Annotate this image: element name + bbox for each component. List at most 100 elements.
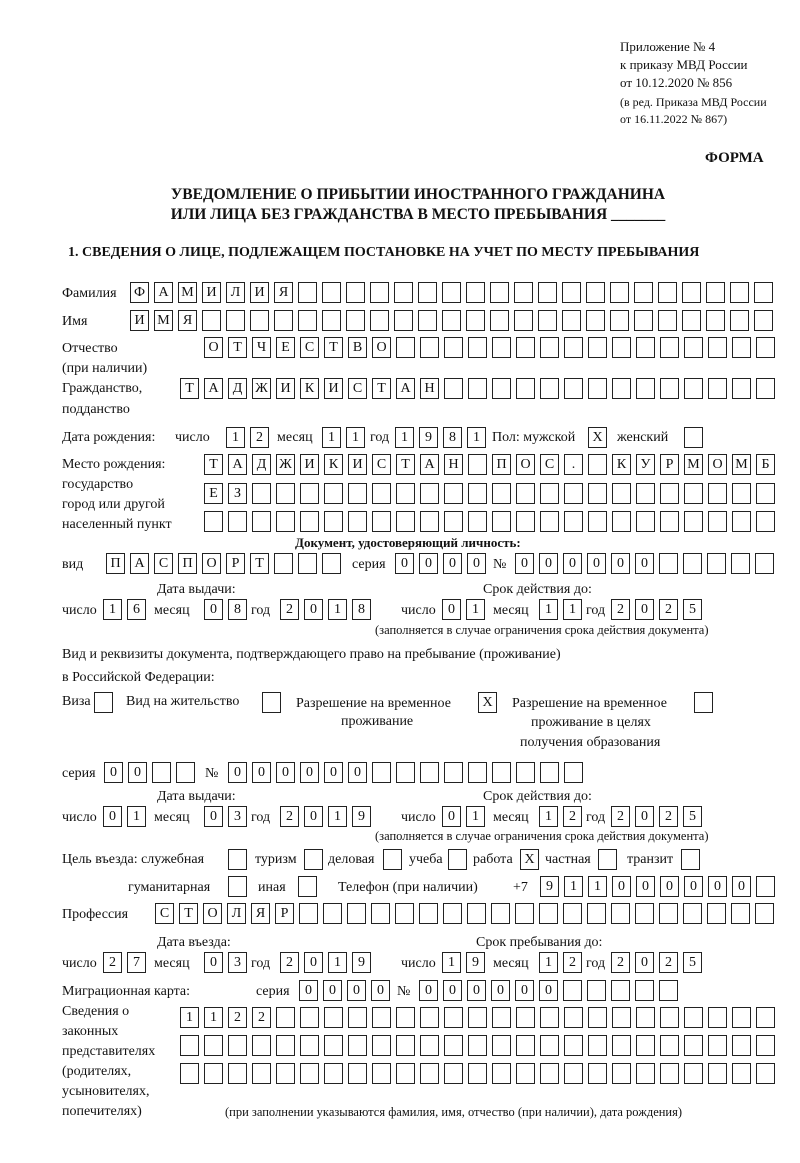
char-cell[interactable]: 2 <box>659 599 678 620</box>
char-cell[interactable] <box>514 282 533 303</box>
trp-checkbox[interactable]: X <box>478 692 502 714</box>
char-cell[interactable]: 2 <box>250 427 269 448</box>
char-cell[interactable]: 8 <box>352 599 371 620</box>
char-cell[interactable] <box>708 511 727 532</box>
char-cell[interactable]: 0 <box>611 553 630 574</box>
char-cell[interactable] <box>659 903 678 924</box>
char-cell[interactable] <box>228 511 247 532</box>
char-cell[interactable] <box>564 1007 583 1028</box>
char-cell[interactable] <box>636 483 655 504</box>
char-cell[interactable] <box>563 980 582 1001</box>
legal-rep-field-3[interactable] <box>180 1063 780 1085</box>
char-cell[interactable]: 9 <box>419 427 438 448</box>
char-cell[interactable]: Д <box>252 454 271 475</box>
char-cell[interactable]: И <box>202 282 221 303</box>
char-cell[interactable] <box>684 511 703 532</box>
char-cell[interactable] <box>348 511 367 532</box>
char-cell[interactable] <box>468 1063 487 1084</box>
char-cell[interactable]: В <box>348 337 367 358</box>
char-cell[interactable] <box>490 310 509 331</box>
char-cell[interactable]: Л <box>226 282 245 303</box>
char-cell[interactable] <box>756 511 775 532</box>
char-cell[interactable]: 0 <box>204 806 223 827</box>
char-cell[interactable] <box>516 337 535 358</box>
female-checkbox[interactable] <box>684 427 708 449</box>
char-cell[interactable]: 0 <box>635 806 654 827</box>
char-cell[interactable]: 1 <box>322 427 341 448</box>
char-cell[interactable]: 0 <box>732 876 751 897</box>
char-cell[interactable] <box>395 903 414 924</box>
char-cell[interactable] <box>276 483 295 504</box>
char-cell[interactable]: 9 <box>352 806 371 827</box>
char-cell[interactable] <box>587 980 606 1001</box>
char-cell[interactable] <box>540 378 559 399</box>
char-cell[interactable]: 0 <box>103 806 122 827</box>
char-cell[interactable] <box>324 1007 343 1028</box>
char-cell[interactable] <box>755 553 774 574</box>
char-cell[interactable]: 0 <box>467 980 486 1001</box>
char-cell[interactable] <box>300 483 319 504</box>
char-cell[interactable] <box>300 1007 319 1028</box>
char-cell[interactable] <box>418 310 437 331</box>
char-cell[interactable] <box>540 1035 559 1056</box>
purpose-study-checkbox[interactable] <box>448 849 472 871</box>
char-cell[interactable]: 0 <box>587 553 606 574</box>
char-cell[interactable] <box>348 1035 367 1056</box>
char-cell[interactable]: Т <box>180 378 199 399</box>
char-cell[interactable]: А <box>204 378 223 399</box>
char-cell[interactable] <box>732 337 751 358</box>
char-cell[interactable] <box>755 903 774 924</box>
char-cell[interactable] <box>635 903 654 924</box>
char-cell[interactable] <box>636 337 655 358</box>
char-cell[interactable] <box>467 903 486 924</box>
char-cell[interactable]: Р <box>660 454 679 475</box>
char-cell[interactable] <box>348 1007 367 1028</box>
char-cell[interactable] <box>322 553 341 574</box>
male-checkbox[interactable]: X <box>588 427 612 449</box>
char-cell[interactable]: 1 <box>588 876 607 897</box>
char-cell[interactable]: С <box>155 903 174 924</box>
char-cell[interactable]: . <box>564 454 583 475</box>
char-cell[interactable] <box>515 903 534 924</box>
char-cell[interactable]: И <box>348 454 367 475</box>
char-cell[interactable]: О <box>202 553 221 574</box>
char-cell[interactable]: М <box>684 454 703 475</box>
char-cell[interactable]: 1 <box>563 599 582 620</box>
char-cell[interactable] <box>611 980 630 1001</box>
char-cell[interactable] <box>394 282 413 303</box>
char-cell[interactable] <box>420 1007 439 1028</box>
char-cell[interactable] <box>419 903 438 924</box>
char-cell[interactable] <box>538 282 557 303</box>
char-cell[interactable]: О <box>372 337 391 358</box>
char-cell[interactable] <box>588 511 607 532</box>
char-cell[interactable] <box>492 1063 511 1084</box>
char-cell[interactable] <box>468 511 487 532</box>
char-cell[interactable]: 2 <box>611 806 630 827</box>
char-cell[interactable] <box>756 378 775 399</box>
purpose-private-checkbox[interactable] <box>598 849 622 871</box>
char-cell[interactable]: 6 <box>127 599 146 620</box>
char-cell[interactable] <box>176 762 195 783</box>
char-cell[interactable]: 0 <box>323 980 342 1001</box>
char-cell[interactable] <box>204 1035 223 1056</box>
trp-edu-checkbox[interactable] <box>694 692 718 714</box>
char-cell[interactable]: Т <box>250 553 269 574</box>
char-cell[interactable] <box>323 903 342 924</box>
char-cell[interactable] <box>324 511 343 532</box>
char-cell[interactable] <box>587 903 606 924</box>
char-cell[interactable] <box>396 1063 415 1084</box>
char-cell[interactable] <box>204 1063 223 1084</box>
char-cell[interactable]: 2 <box>563 806 582 827</box>
char-cell[interactable]: Т <box>228 337 247 358</box>
char-cell[interactable]: 5 <box>683 952 702 973</box>
char-cell[interactable]: П <box>492 454 511 475</box>
